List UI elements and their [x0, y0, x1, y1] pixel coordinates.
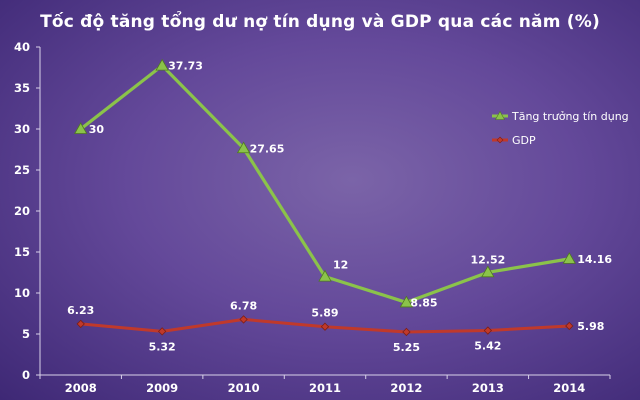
gdp-point — [239, 315, 248, 324]
x-tick-label: 2008 — [65, 381, 97, 395]
gdp-data-label: 6.23 — [67, 304, 94, 317]
credit-point — [236, 141, 251, 154]
credit-series-line — [79, 64, 571, 305]
legend-credit-label: Tăng trưởng tín dụng — [511, 110, 629, 123]
credit-data-label: 12 — [333, 259, 348, 272]
legend-gdp-marker — [496, 136, 504, 144]
gdp-point — [157, 327, 167, 336]
gdp-data-label: 5.42 — [474, 340, 501, 353]
credit-point — [74, 122, 88, 134]
y-tick-label: 25 — [14, 163, 30, 177]
gdp-data-label: 6.78 — [230, 299, 257, 312]
y-tick-label: 15 — [14, 245, 30, 259]
y-tick-label: 5 — [22, 327, 30, 341]
chart-title: Tốc độ tăng tổng dư nợ tín dụng và GDP q… — [40, 12, 600, 32]
credit-point — [399, 295, 414, 308]
y-tick-label: 20 — [14, 204, 30, 218]
gdp-point — [402, 327, 411, 337]
gdp-point — [76, 319, 85, 329]
credit-data-label: 8.85 — [410, 296, 437, 309]
x-tick-label: 2014 — [553, 381, 585, 395]
gdp-data-label: 5.25 — [393, 341, 420, 354]
credit-point — [155, 58, 169, 71]
y-tick-label: 35 — [14, 81, 30, 95]
gdp-data-label: 5.32 — [149, 340, 176, 353]
credit-data-label: 30 — [89, 123, 105, 136]
y-tick-label: 0 — [22, 368, 30, 382]
gdp-point — [483, 326, 493, 335]
credit-data-label: 12.52 — [470, 253, 505, 266]
y-tick-label: 30 — [14, 122, 30, 136]
credit-point — [481, 265, 495, 278]
gdp-point — [320, 322, 330, 331]
credit-point — [318, 269, 332, 282]
x-tick-label: 2013 — [472, 381, 504, 395]
credit-data-label: 27.65 — [250, 142, 285, 155]
x-tick-label: 2010 — [228, 381, 260, 395]
gdp-data-label: 5.98 — [577, 320, 604, 333]
x-tick-label: 2012 — [390, 381, 422, 395]
legend-credit-marker — [494, 110, 506, 120]
gdp-point — [565, 321, 574, 331]
x-tick-label: 2011 — [309, 381, 341, 395]
gdp-data-label: 5.89 — [311, 307, 338, 320]
credit-data-label: 14.16 — [577, 253, 612, 266]
y-tick-label: 10 — [14, 286, 30, 300]
x-tick-label: 2009 — [146, 381, 178, 395]
legend-gdp-label: GDP — [512, 134, 536, 147]
credit-point — [562, 252, 576, 264]
credit-data-label: 37.73 — [168, 60, 203, 73]
y-tick-label: 40 — [14, 40, 30, 54]
